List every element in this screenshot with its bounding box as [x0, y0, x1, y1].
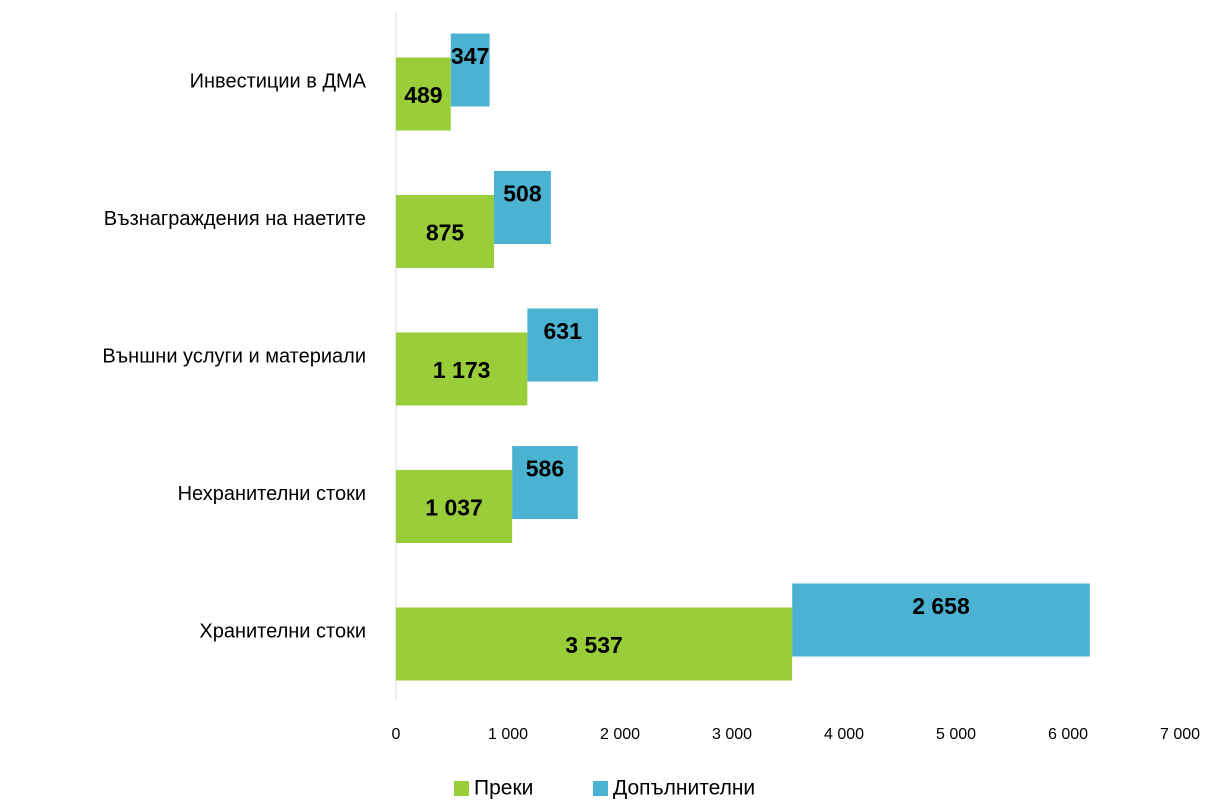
category-label: Външни услуги и материали — [102, 345, 366, 367]
x-tick-label: 2 000 — [600, 726, 640, 743]
data-label: 508 — [503, 181, 542, 207]
data-label: 347 — [451, 43, 489, 69]
data-label: 2 658 — [912, 593, 970, 619]
bar — [396, 195, 494, 268]
category-label: Хранителни стоки — [199, 620, 366, 642]
bar — [450, 33, 490, 107]
category-label: Нехранителни стоки — [178, 483, 366, 505]
bar — [494, 171, 551, 244]
legend-label: Преки — [474, 777, 533, 800]
legend-label: Допълнителни — [613, 777, 755, 800]
x-tick-label: 4 000 — [824, 726, 864, 743]
x-tick-label: 6 000 — [1048, 726, 1088, 743]
bar — [792, 583, 1090, 657]
legend-swatch — [593, 781, 608, 796]
legend-swatch — [454, 781, 469, 796]
bar — [512, 446, 578, 519]
x-tick-label: 0 — [392, 726, 401, 743]
data-label: 1 173 — [433, 357, 491, 383]
category-label: Възнаграждения на наетите — [104, 208, 366, 230]
data-label: 489 — [404, 82, 442, 108]
data-label: 1 037 — [425, 495, 483, 521]
x-tick-label: 7 000 — [1160, 726, 1200, 743]
bar — [396, 57, 451, 131]
data-label: 875 — [426, 220, 465, 246]
bar — [396, 470, 513, 543]
data-label: 586 — [526, 456, 564, 482]
data-label: 3 537 — [565, 632, 623, 658]
data-label: 631 — [544, 318, 583, 344]
category-label: Инвестиции в ДМА — [190, 70, 367, 92]
x-tick-label: 5 000 — [936, 726, 976, 743]
x-tick-label: 3 000 — [712, 726, 752, 743]
x-tick-label: 1 000 — [488, 726, 528, 743]
bar — [527, 308, 599, 382]
bar — [396, 607, 793, 681]
bar — [396, 332, 528, 406]
